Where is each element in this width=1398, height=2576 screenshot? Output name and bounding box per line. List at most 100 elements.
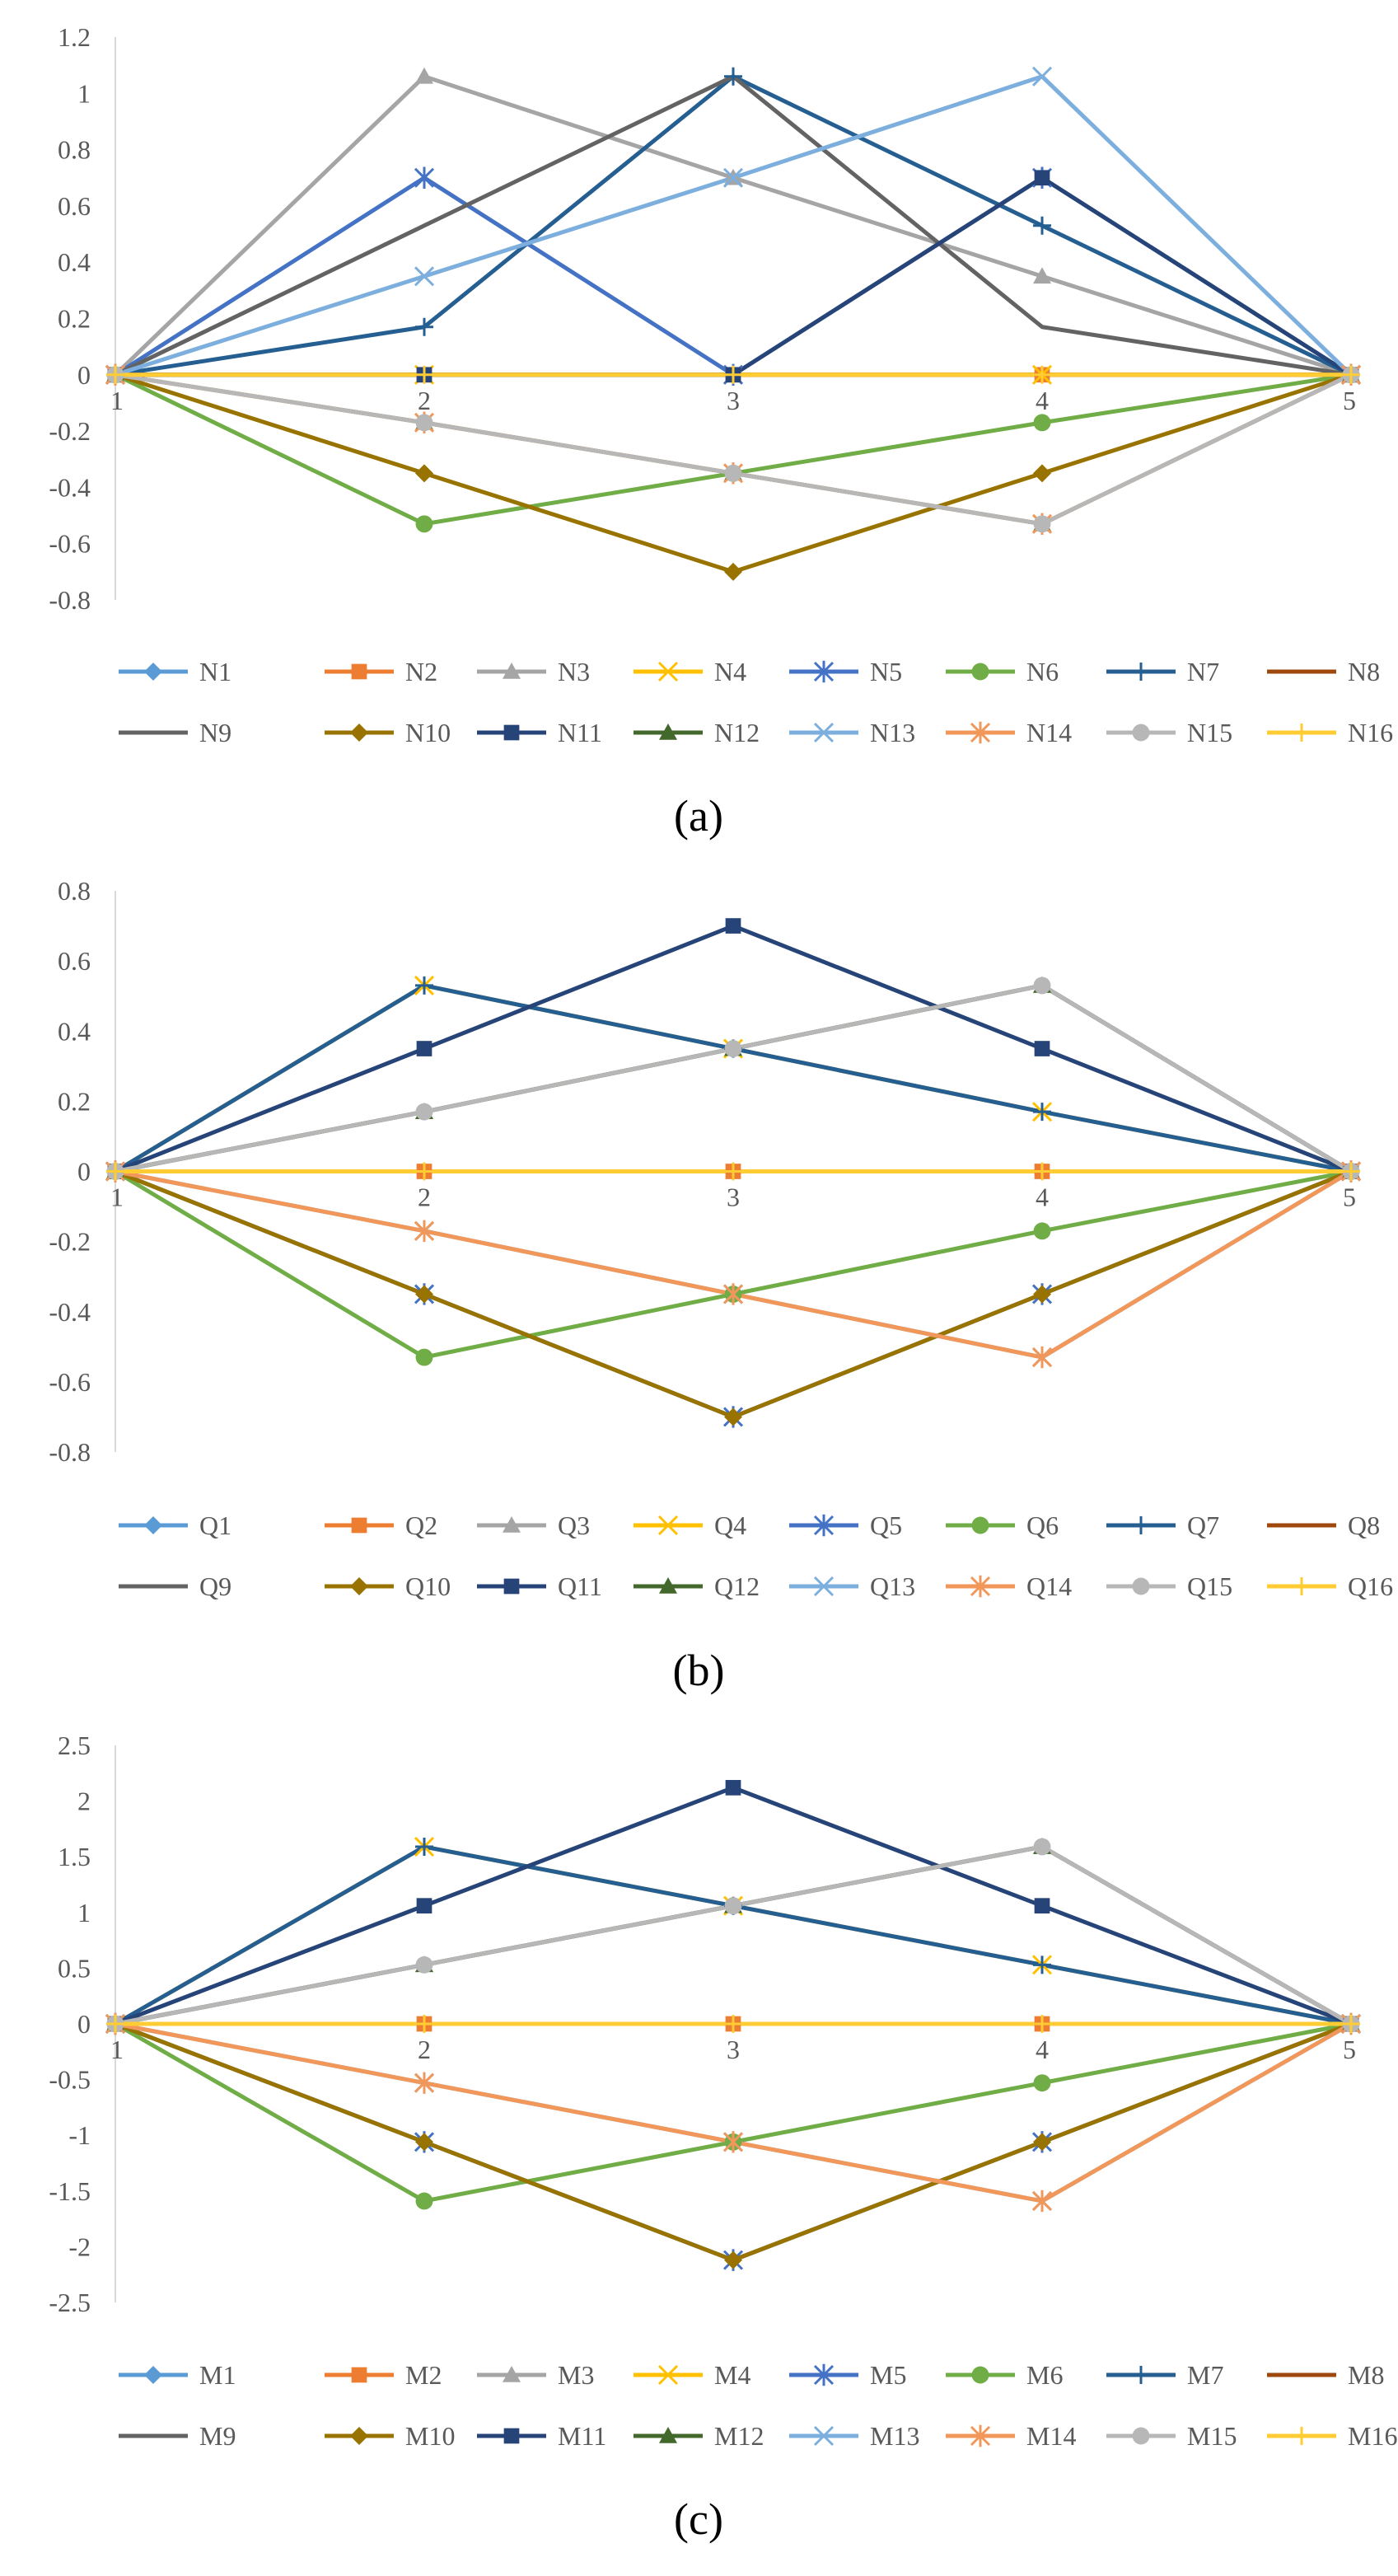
legend-label: N3 (558, 657, 590, 686)
legend-item-m12: M12 (634, 2421, 764, 2451)
data-point-q11 (416, 1041, 432, 1056)
legend-label: Q6 (1026, 1510, 1059, 1540)
data-point-m16 (1033, 2015, 1051, 2033)
legend-marker (1132, 1516, 1150, 1534)
y-tick-label: -0.4 (49, 472, 91, 502)
legend-label: N4 (714, 657, 746, 686)
series-line-q3 (115, 983, 1353, 1173)
legend-marker (351, 1517, 367, 1534)
legend-item-m16: M16 (1267, 2421, 1397, 2451)
series-line-q15 (115, 983, 1353, 1173)
data-point-q10 (724, 1407, 742, 1426)
legend-item-q11: Q11 (477, 1571, 602, 1601)
legend-label: M16 (1348, 2421, 1397, 2451)
y-tick-label: -0.2 (49, 416, 91, 446)
legend-label: N15 (1187, 718, 1232, 747)
legend-item-m11: M11 (477, 2421, 606, 2451)
chart-panel-b: 0.8 0.6 0.4 0.2 0 -0.2 -0.4 -0.6 -0.8 1 2 3 4 5 Q1 Q2 Q3… (49, 876, 1393, 1695)
legend-item-n15: N15 (1106, 718, 1232, 747)
legend-item-n14: N14 (946, 718, 1072, 747)
data-point-n10 (724, 562, 742, 581)
legend-marker (813, 1514, 835, 1537)
y-tick-label: 1 (77, 1898, 91, 1927)
legend-marker (351, 663, 367, 680)
legend-item-n10: N10 (325, 718, 451, 747)
data-point-n13 (1031, 66, 1053, 87)
data-point-m16 (724, 2015, 742, 2033)
legend-marker (144, 1516, 162, 1534)
legend-marker (1132, 2427, 1150, 2445)
legend-label: M9 (199, 2421, 236, 2451)
series-line-q9 (115, 983, 1353, 1173)
data-point-m10 (724, 2250, 742, 2269)
legend-label: Q8 (1348, 1510, 1380, 1540)
data-point-q14 (414, 1220, 435, 1243)
legend-label: N7 (1187, 657, 1219, 686)
legend-marker (971, 2366, 989, 2384)
legend-item-q1: Q1 (119, 1510, 231, 1540)
series-line-m3 (115, 1844, 1353, 2026)
legend-label: Q10 (405, 1571, 451, 1601)
legend-label: M7 (1187, 2360, 1223, 2390)
legend-label: Q5 (870, 1510, 902, 1540)
data-point-m6 (1033, 2074, 1051, 2092)
y-tick-label: 0.8 (58, 876, 91, 906)
y-tick-label: 0.4 (58, 1016, 91, 1046)
y-tick-label: 1 (77, 78, 91, 108)
x-tick-label: 1 (110, 386, 124, 415)
data-point-q15 (415, 1103, 433, 1121)
legend-label: M8 (1348, 2360, 1384, 2390)
data-point-n11 (1034, 170, 1050, 186)
data-point-q7 (1033, 1103, 1051, 1122)
legend-item-m8: M8 (1267, 2360, 1384, 2390)
data-point-n13 (414, 266, 435, 287)
x-tick-label: 3 (727, 2035, 740, 2064)
legend-marker (144, 2366, 162, 2384)
legend-marker (1132, 1577, 1150, 1595)
legend-marker (350, 1577, 368, 1595)
x-tick-label: 1 (110, 2035, 124, 2064)
legend-item-n5: N5 (789, 657, 902, 686)
series-line-n13 (115, 74, 1353, 377)
legend-item-q4: Q4 (634, 1510, 746, 1540)
legend-marker (1293, 724, 1311, 742)
legend-marker (503, 2428, 520, 2444)
data-point-q6 (1033, 1222, 1051, 1240)
legend-item-m3: M3 (477, 2360, 594, 2390)
legend-marker (813, 722, 835, 743)
y-tick-label: -0.6 (49, 1367, 91, 1397)
legend-label: N9 (199, 718, 231, 747)
legend-item-n13: N13 (789, 718, 915, 747)
y-tick-label: -0.4 (49, 1297, 91, 1327)
y-tick-label: -0.8 (49, 1437, 91, 1467)
x-tick-label: 2 (418, 1183, 431, 1212)
legend-label: N5 (870, 657, 902, 686)
legend-item-n12: N12 (634, 718, 760, 747)
y-tick-label: 0.8 (58, 135, 91, 165)
legend-label: Q2 (405, 1510, 437, 1540)
legend-item-q8: Q8 (1267, 1510, 1380, 1540)
legend-label: N6 (1026, 657, 1059, 686)
legend-item-n1: N1 (119, 657, 231, 686)
series-line-n3 (114, 74, 1352, 377)
data-point-m10 (1033, 2133, 1051, 2152)
legend-label: Q1 (199, 1510, 231, 1540)
legend-marker (1132, 724, 1150, 742)
data-point-m7 (415, 1838, 433, 1857)
legend-marker (813, 660, 835, 683)
legend-item-n11: N11 (477, 718, 602, 747)
data-point-m16 (415, 2015, 433, 2033)
legend-label: M12 (714, 2421, 764, 2451)
data-point-m16 (1342, 2015, 1360, 2033)
y-tick-label: 2.5 (58, 1731, 91, 1760)
data-point-m10 (415, 2133, 433, 2152)
data-point-n5 (414, 166, 435, 189)
data-point-n13 (722, 167, 744, 188)
legend-label: N13 (870, 718, 915, 747)
y-tick-label: 0.2 (58, 1086, 91, 1116)
legend-label: N16 (1348, 718, 1393, 747)
data-point-q11 (725, 918, 741, 934)
data-point-q10 (1033, 1285, 1051, 1304)
legend-label: Q9 (199, 1571, 231, 1601)
x-tick-label: 5 (1343, 2035, 1356, 2064)
